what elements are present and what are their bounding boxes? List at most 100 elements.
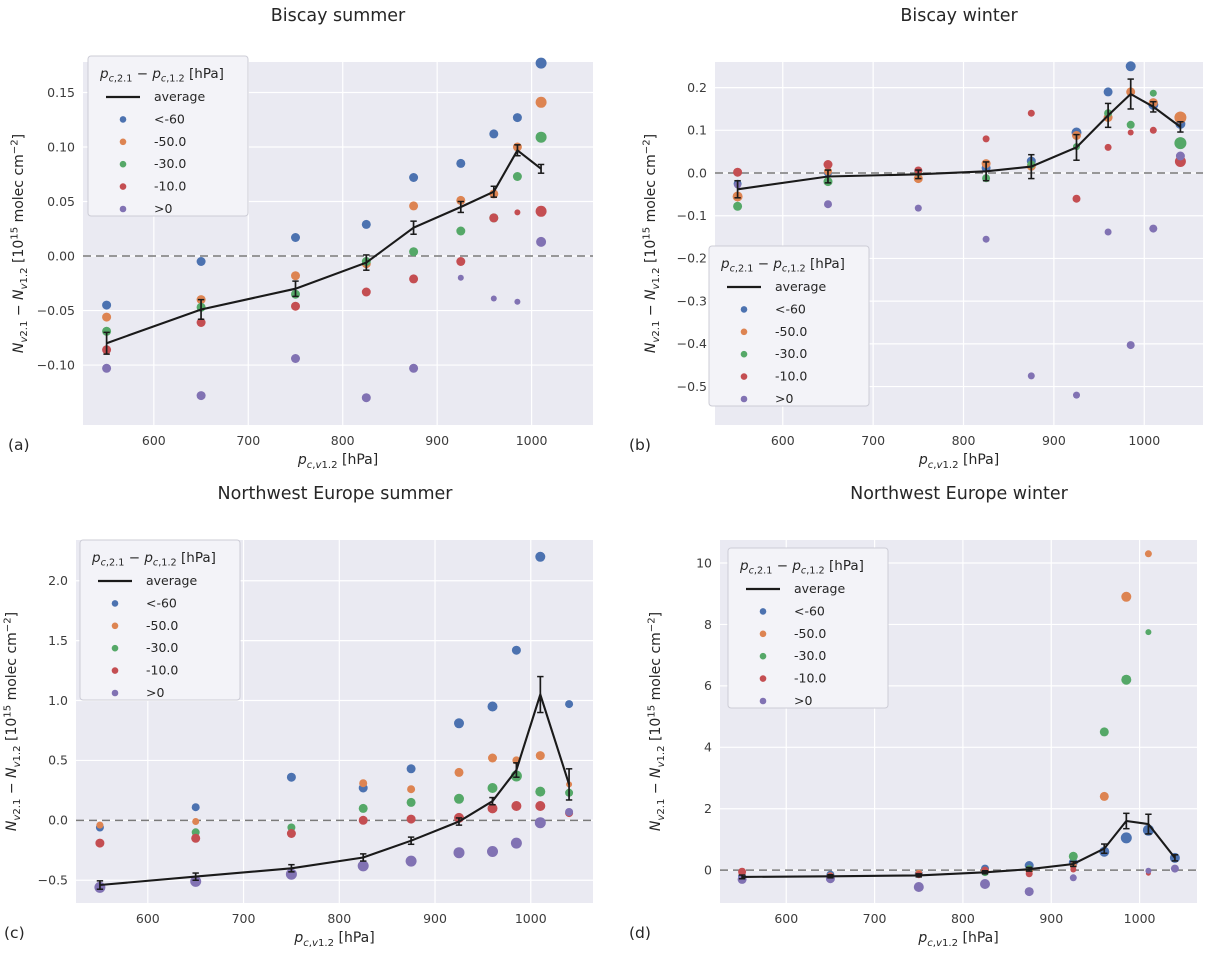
svg-text:>0: >0: [794, 693, 812, 708]
svg-text:700: 700: [236, 433, 260, 448]
svg-text:average: average: [794, 581, 845, 596]
svg-text:1000: 1000: [515, 911, 547, 926]
svg-text:−0.4: −0.4: [677, 336, 707, 351]
svg-text:-10.0: -10.0: [794, 671, 826, 686]
svg-text:pc,2.1 − pc,1.2 [hPa]: pc,2.1 − pc,1.2 [hPa]: [720, 256, 845, 275]
panel-northwest-europe-summer: Northwest Europe summer 600 700 800 900 1000…: [0, 478, 607, 957]
svg-text:700: 700: [863, 911, 887, 926]
panel-c-title: Northwest Europe summer: [217, 484, 453, 504]
panel-d-title: Northwest Europe winter: [850, 484, 1068, 504]
svg-text:900: 900: [1042, 433, 1066, 448]
svg-text:Nv2.1 − Nv1.2 [1015 molec cm−2: Nv2.1 − Nv1.2 [1015 molec cm−2]: [3, 612, 23, 831]
series-c--50.0: [96, 751, 573, 829]
panel-a-title: Biscay summer: [270, 6, 406, 26]
svg-text:average: average: [146, 573, 197, 588]
svg-text:0.10: 0.10: [47, 139, 75, 154]
legend-d: pc,2.1 − pc,1.2 [hPa] average <-60 -50.0 -30…: [727, 547, 889, 709]
series-c->0: [94, 808, 574, 893]
series-b--10.0: [733, 109, 1186, 203]
panel-c-chart: 600 700 800 900 1000 −0.5 0.0 0.5 1.0 1.5 2.0 pc,v1…: [3, 539, 593, 949]
svg-text:−0.5: −0.5: [38, 873, 68, 888]
svg-text:2: 2: [704, 801, 712, 816]
svg-text:600: 600: [142, 433, 166, 448]
series-a--10.0: [102, 205, 547, 355]
svg-text:average: average: [775, 279, 826, 294]
svg-text:1000: 1000: [1124, 911, 1156, 926]
panel-d-chart: 600 700 800 900 1000 0 2 4 6 8 10 pc,v1.2 [hPa] Nv2.…: [647, 540, 1197, 949]
svg-text:-50.0: -50.0: [794, 626, 826, 641]
panel-b-title: Biscay winter: [900, 6, 1018, 26]
svg-text:−0.10: −0.10: [37, 357, 75, 372]
svg-text:4: 4: [704, 740, 712, 755]
svg-text:10: 10: [696, 555, 712, 570]
svg-text:-10.0: -10.0: [146, 663, 178, 678]
legend-b: pc,2.1 − pc,1.2 [hPa] average <-60 -50.0 -30…: [708, 245, 870, 407]
series-a->0: [102, 236, 547, 403]
svg-text:700: 700: [861, 433, 885, 448]
svg-text:800: 800: [327, 911, 351, 926]
panel-biscay-winter: Biscay winter 600 700 800 900 1000 −0.5 −0.4 −0…: [607, 0, 1215, 478]
series-b->0: [734, 151, 1185, 399]
svg-text:900: 900: [1039, 911, 1063, 926]
panel-biscay-summer: Biscay summer 600 700 800 900 1000 −0.10 −0.05…: [0, 0, 607, 478]
svg-text:0.00: 0.00: [47, 248, 75, 263]
svg-text:900: 900: [423, 911, 447, 926]
svg-text:-10.0: -10.0: [775, 369, 807, 384]
svg-text:0.0: 0.0: [48, 813, 68, 828]
average-line-a: [106, 148, 542, 345]
svg-text:-50.0: -50.0: [146, 618, 178, 633]
svg-text:-30.0: -30.0: [154, 156, 186, 171]
svg-text:−0.05: −0.05: [37, 303, 75, 318]
svg-text:-50.0: -50.0: [775, 324, 807, 339]
svg-text:pc,2.1 − pc,1.2 [hPa]: pc,2.1 − pc,1.2 [hPa]: [739, 558, 864, 577]
svg-text:700: 700: [232, 911, 256, 926]
svg-text:<-60: <-60: [794, 603, 825, 618]
average-line-c: [99, 691, 571, 887]
svg-text:−0.1: −0.1: [677, 208, 707, 223]
svg-text:0.05: 0.05: [47, 194, 75, 209]
svg-text:-30.0: -30.0: [146, 640, 178, 655]
svg-text:<-60: <-60: [154, 111, 185, 126]
svg-text:-50.0: -50.0: [154, 134, 186, 149]
svg-text:900: 900: [425, 433, 449, 448]
svg-text:1000: 1000: [516, 433, 548, 448]
legend-a: pc,2.1 − pc,1.2 [hPa] average <-60 -50.0 -30…: [87, 55, 249, 217]
svg-text:−0.5: −0.5: [677, 379, 707, 394]
svg-text:1.5: 1.5: [48, 633, 68, 648]
series-a-<-60: [102, 57, 547, 310]
svg-text:Nv2.1 − Nv1.2 [1015 molec cm−2: Nv2.1 − Nv1.2 [1015 molec cm−2]: [647, 612, 667, 831]
svg-text:0.5: 0.5: [48, 753, 68, 768]
svg-text:<-60: <-60: [146, 595, 177, 610]
svg-text:Nv2.1 − Nv1.2 [1015 molec cm−2: Nv2.1 − Nv1.2 [1015 molec cm−2]: [10, 134, 30, 353]
svg-text:0.0: 0.0: [687, 165, 707, 180]
svg-text:pc,v1.2 [hPa]: pc,v1.2 [hPa]: [917, 930, 998, 949]
average-line-d: [742, 819, 1176, 878]
svg-text:0.2: 0.2: [687, 80, 707, 95]
svg-text:1.0: 1.0: [48, 693, 68, 708]
svg-text:0.15: 0.15: [47, 85, 75, 100]
svg-text:average: average: [154, 89, 205, 104]
svg-text:pc,v1.2 [hPa]: pc,v1.2 [hPa]: [297, 452, 378, 471]
svg-text:600: 600: [136, 911, 160, 926]
svg-text:-10.0: -10.0: [154, 179, 186, 194]
svg-text:pc,2.1 − pc,1.2 [hPa]: pc,2.1 − pc,1.2 [hPa]: [91, 550, 216, 569]
svg-text:pc,v1.2 [hPa]: pc,v1.2 [hPa]: [918, 452, 999, 471]
svg-text:6: 6: [704, 678, 712, 693]
svg-text:800: 800: [952, 433, 976, 448]
svg-text:−0.3: −0.3: [677, 293, 707, 308]
panel-d-corner-label: (d): [629, 924, 651, 942]
svg-text:8: 8: [704, 617, 712, 632]
svg-text:2.0: 2.0: [48, 573, 68, 588]
svg-text:pc,v1.2 [hPa]: pc,v1.2 [hPa]: [293, 930, 374, 949]
svg-text:Nv2.1 − Nv1.2 [1015 molec cm−2: Nv2.1 − Nv1.2 [1015 molec cm−2]: [642, 134, 662, 353]
svg-text:600: 600: [774, 911, 798, 926]
svg-text:0.1: 0.1: [687, 123, 707, 138]
svg-text:pc,2.1 − pc,1.2 [hPa]: pc,2.1 − pc,1.2 [hPa]: [99, 66, 224, 85]
svg-text:1000: 1000: [1128, 433, 1160, 448]
svg-text:>0: >0: [775, 391, 793, 406]
legend-c: pc,2.1 − pc,1.2 [hPa] average <-60 -50.0 -30…: [79, 539, 241, 701]
average-line-b: [737, 92, 1182, 191]
svg-text:-30.0: -30.0: [794, 648, 826, 663]
svg-text:>0: >0: [146, 685, 164, 700]
panel-b-corner-label: (b): [629, 436, 651, 454]
